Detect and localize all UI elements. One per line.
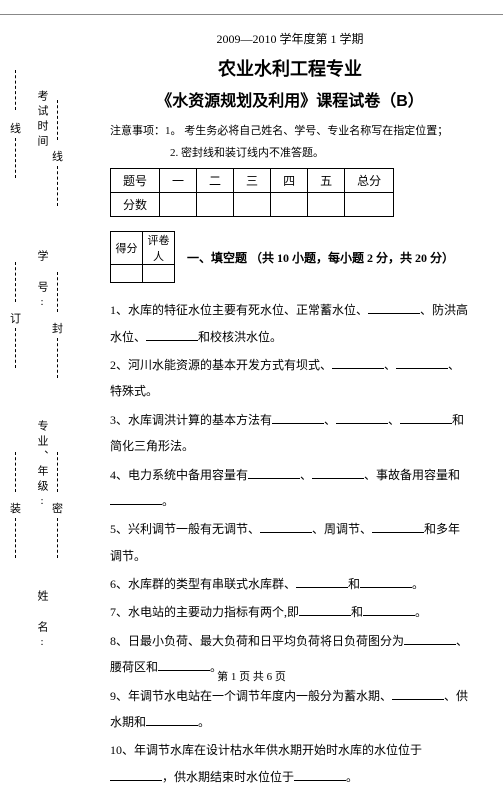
dash-2b [57, 166, 58, 206]
q9: 9、年调节水电站在一个调节年度内一般分为蓄水期、、供水期和。 [110, 683, 470, 736]
score-value-row: 分数 [111, 193, 394, 217]
cell-6 [345, 193, 394, 217]
blank [368, 302, 420, 314]
th-0: 题号 [111, 169, 160, 193]
q6: 6、水库群的类型有串联式水库群、和。 [110, 571, 470, 597]
blank [146, 714, 198, 726]
dash-6b [57, 518, 58, 558]
blank [363, 604, 415, 616]
cell-2 [197, 193, 234, 217]
cell-4 [271, 193, 308, 217]
blank [294, 769, 346, 781]
label-xuehao: 学 号: [34, 250, 50, 312]
blank [296, 576, 348, 588]
section1-title: 一、填空题 （共 10 小题，每小题 2 分，共 20 分） [187, 249, 454, 266]
dash-2a [57, 100, 58, 140]
q4: 4、电力系统中备用容量有、、事故备用容量和。 [110, 462, 470, 515]
dash-1a [15, 70, 16, 110]
th-5: 五 [308, 169, 345, 193]
score-header-row: 题号 一 二 三 四 五 总分 [111, 169, 394, 193]
mini-h2: 评卷人 [143, 232, 175, 265]
blank [396, 357, 448, 369]
blank [312, 467, 364, 479]
mark-xian-outer: 线 [10, 120, 21, 136]
blank [360, 576, 412, 588]
page-footer: 第 1 页 共 6 页 [0, 668, 503, 684]
dash-4b [57, 338, 58, 378]
note-1: 1。 考生务必将自己姓名、学号、专业名称写在指定位置； [165, 125, 448, 137]
mini-c1 [111, 265, 143, 283]
blank [110, 769, 162, 781]
dash-4a [57, 272, 58, 312]
question-list: 1、水库的特征水位主要有死水位、正常蓄水位、、防洪高水位、和校核洪水位。 2、河… [110, 297, 470, 790]
q10: 10、年调节水库在设计枯水年供水期开始时水库的水位位于，供水期结束时水位位于。 [110, 737, 470, 790]
th-1: 一 [160, 169, 197, 193]
semester-line: 2009—2010 学年度第 1 学期 [110, 30, 470, 47]
th-4: 四 [271, 169, 308, 193]
score-table: 题号 一 二 三 四 五 总分 分数 [110, 168, 394, 217]
dash-5b [15, 518, 16, 558]
note-line1: 注意事项：1。 考生务必将自己姓名、学号、专业名称写在指定位置； [110, 123, 470, 141]
mark-zhuang: 装 [10, 500, 21, 516]
blank [336, 412, 388, 424]
cell-1 [160, 193, 197, 217]
blank [404, 633, 456, 645]
q5: 5、兴利调节一般有无调节、、周调节、和多年调节。 [110, 516, 470, 569]
mark-mi: 密 [52, 500, 63, 516]
q7: 7、水电站的主要动力指标有两个,即和。 [110, 599, 470, 625]
q2: 2、河川水能资源的基本开发方式有坝式、、、特殊式。 [110, 352, 470, 405]
q1: 1、水库的特征水位主要有死水位、正常蓄水位、、防洪高水位、和校核洪水位。 [110, 297, 470, 350]
cell-5 [308, 193, 345, 217]
dash-5a [15, 452, 16, 492]
note-label: 注意事项： [110, 125, 165, 137]
dash-3b [15, 328, 16, 368]
label-name: 姓 名: [34, 590, 50, 652]
blank [392, 688, 444, 700]
dash-1b [15, 138, 16, 178]
course-title: 《水资源规划及利用》课程试卷（B） [110, 87, 470, 111]
dash-6a [57, 452, 58, 492]
blank [332, 357, 384, 369]
th-2: 二 [197, 169, 234, 193]
section1-header: 得分 评卷人 一、填空题 （共 10 小题，每小题 2 分，共 20 分） [110, 231, 470, 283]
th-3: 三 [234, 169, 271, 193]
mark-xian-inner: 线 [52, 148, 63, 164]
blank [372, 521, 424, 533]
q3: 3、水库调洪计算的基本方法有、、和简化三角形法。 [110, 407, 470, 460]
note-line2: 2. 密封线和装订线内不准答题。 [110, 145, 470, 163]
mini-h1: 得分 [111, 232, 143, 265]
blank [272, 412, 324, 424]
label-major-grade: 专业、年级: [34, 420, 50, 511]
blank [146, 329, 198, 341]
blank [248, 467, 300, 479]
major-title: 农业水利工程专业 [110, 55, 470, 81]
dash-3a [15, 262, 16, 302]
blank [400, 412, 452, 424]
mark-feng: 封 [52, 320, 63, 336]
blank [299, 604, 351, 616]
label-exam-time: 考试时间 [34, 90, 50, 150]
mini-c2 [143, 265, 175, 283]
blank [110, 493, 162, 505]
top-rule [0, 14, 503, 15]
blank [260, 521, 312, 533]
binding-margin: 考试时间 线 线 学 号: 订 封 专业、年级: 装 密 姓 名: [10, 0, 70, 680]
mini-score-table: 得分 评卷人 [110, 231, 175, 283]
mark-ding: 订 [10, 310, 21, 326]
row-label: 分数 [111, 193, 160, 217]
cell-3 [234, 193, 271, 217]
th-6: 总分 [345, 169, 394, 193]
